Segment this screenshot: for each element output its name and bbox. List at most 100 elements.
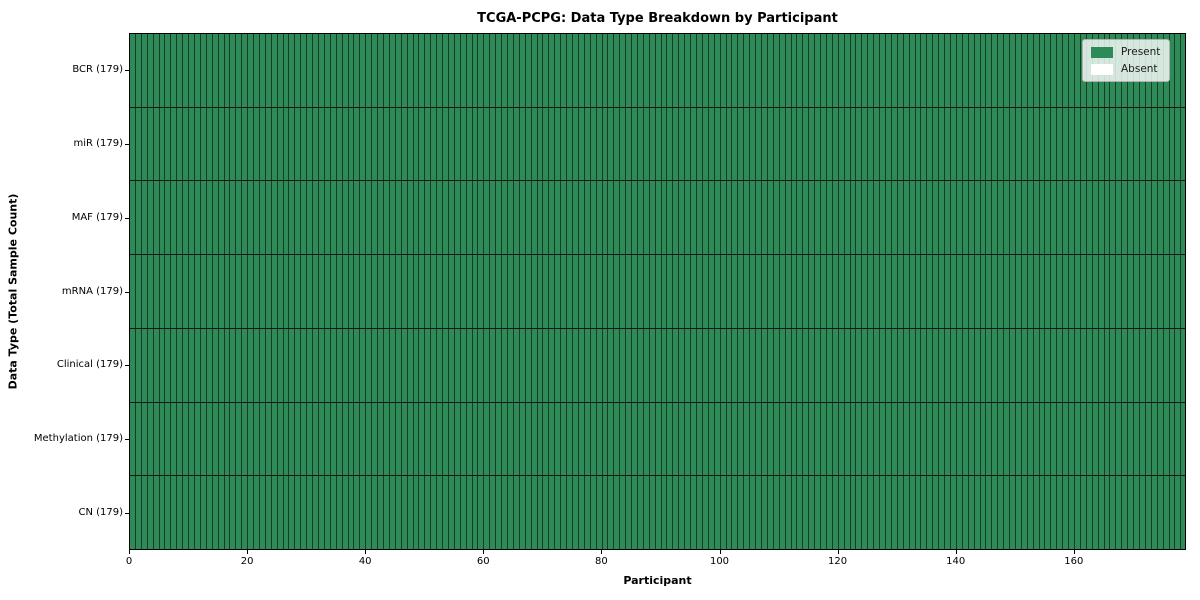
cell-present — [490, 181, 497, 255]
cell-present — [608, 34, 615, 107]
cell-present — [212, 402, 219, 476]
cell-present — [354, 328, 361, 402]
cell-present — [744, 402, 751, 476]
cell-present — [962, 181, 969, 255]
cell-present — [360, 476, 367, 550]
cell-present — [265, 476, 272, 550]
cell-present — [779, 476, 786, 550]
cell-present — [372, 402, 379, 476]
cell-present — [779, 107, 786, 181]
cell-present — [803, 255, 810, 328]
cell-present — [472, 34, 479, 107]
cell-present — [194, 402, 201, 476]
cell-present — [330, 34, 337, 107]
cell-present — [655, 476, 662, 550]
cell-present — [726, 107, 733, 181]
cell-present — [242, 402, 249, 476]
x-tick-label: 40 — [358, 556, 372, 567]
cell-present — [1128, 107, 1135, 181]
cell-present — [850, 181, 857, 255]
cell-present — [301, 328, 308, 402]
cell-present — [956, 328, 963, 402]
cell-present — [708, 181, 715, 255]
cell-present — [767, 181, 774, 255]
cell-present — [809, 328, 816, 402]
present-swatch — [1091, 46, 1113, 58]
cell-present — [797, 181, 804, 255]
cell-present — [171, 402, 178, 476]
cell-present — [567, 34, 573, 107]
cell-present — [277, 402, 284, 476]
cell-present — [206, 181, 213, 255]
cell-present — [620, 255, 627, 328]
cell-present — [1045, 255, 1052, 328]
cell-present — [254, 34, 260, 107]
cell-present — [313, 107, 319, 181]
cell-present — [980, 476, 987, 550]
cell-present — [135, 402, 142, 476]
cell-present — [974, 476, 981, 550]
cell-present — [171, 476, 178, 550]
cell-present — [183, 34, 190, 107]
cell-present — [378, 402, 384, 476]
cell-present — [1145, 107, 1152, 181]
cell-present — [685, 255, 692, 328]
cell-present — [903, 255, 910, 328]
cell-present — [1063, 328, 1070, 402]
cell-present — [1004, 476, 1011, 550]
cell-present — [1086, 328, 1093, 402]
cell-present — [413, 255, 420, 328]
cell-present — [809, 34, 816, 107]
cell-present — [360, 107, 367, 181]
cell-present — [844, 34, 851, 107]
cell-present — [797, 402, 804, 476]
cell-present — [555, 181, 562, 255]
cell-present — [508, 402, 514, 476]
cell-present — [874, 255, 881, 328]
cell-present — [561, 476, 568, 550]
cell-present — [632, 181, 638, 255]
cell-present — [702, 328, 709, 402]
cell-present — [259, 476, 266, 550]
cell-present — [726, 181, 733, 255]
cell-present — [602, 255, 609, 328]
cell-present — [856, 34, 863, 107]
cell-present — [555, 255, 562, 328]
cell-present — [366, 328, 373, 402]
cell-present — [1151, 255, 1158, 328]
cell-present — [826, 181, 833, 255]
cell-present — [1122, 107, 1129, 181]
cell-present — [1080, 107, 1087, 181]
cell-present — [602, 107, 609, 181]
cell-present — [366, 255, 373, 328]
cell-present — [330, 255, 337, 328]
cell-present — [289, 34, 296, 107]
cell-present — [1080, 181, 1087, 255]
cell-present — [531, 402, 538, 476]
cell-present — [183, 476, 190, 550]
cell-present — [1015, 476, 1022, 550]
cell-present — [933, 255, 940, 328]
cell-present — [194, 181, 201, 255]
cell-present — [602, 328, 609, 402]
cell-present — [171, 34, 178, 107]
cell-present — [265, 181, 272, 255]
cell-present — [1039, 328, 1046, 402]
cell-present — [301, 107, 308, 181]
cell-present — [986, 181, 993, 255]
cell-present — [856, 328, 863, 402]
cell-present — [378, 328, 384, 402]
cell-present — [868, 181, 875, 255]
cell-present — [956, 402, 963, 476]
cell-present — [1027, 107, 1034, 181]
cell-present — [130, 34, 136, 107]
cell-present — [242, 181, 249, 255]
cell-present — [513, 34, 520, 107]
x-tick-mark — [247, 550, 249, 554]
cell-present — [862, 34, 869, 107]
cell-present — [519, 476, 526, 550]
cell-present — [767, 255, 774, 328]
cell-present — [395, 181, 402, 255]
cell-present — [348, 402, 355, 476]
cell-present — [1080, 402, 1087, 476]
